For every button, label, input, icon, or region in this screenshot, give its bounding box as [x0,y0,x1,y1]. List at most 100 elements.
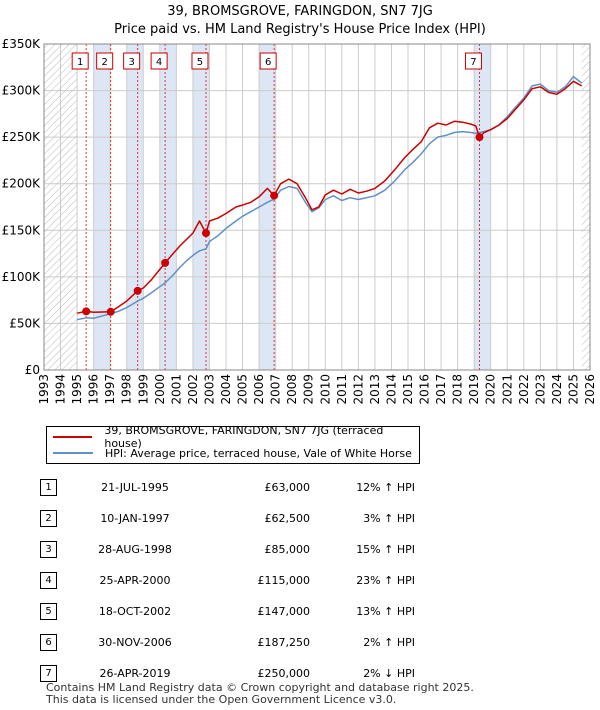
footer-copyright: Contains HM Land Registry data © Crown c… [46,681,474,694]
x-tick-label: 2015 [401,374,415,405]
sale-number-box [191,52,209,70]
sale-number-label: 5 [197,57,203,68]
legend-item-property: 39, BROMSGROVE, FARINGDON, SN7 7JG (terr… [53,424,419,450]
transaction-date: 18-OCT-2002 [98,605,172,618]
x-tick-label: 2019 [467,374,481,405]
transaction-price: £63,000 [264,481,311,494]
x-tick-label: 2013 [368,374,382,405]
series-line-hpi [76,75,583,321]
transaction-hpi-diff: 2% ↑ HPI [363,636,415,649]
transaction-number: 7 [40,665,57,682]
chart-subtitle: Price paid vs. HM Land Registry's House … [114,22,486,37]
sale-point [106,307,115,316]
sale-number-label: 4 [156,57,162,68]
table-row: 4 25-APR-2000 £115,000 23% ↑ HPI [40,565,415,596]
transaction-hpi-diff: 12% ↑ HPI [356,481,415,494]
x-tick-label: 1993 [37,374,51,405]
transaction-price: £250,000 [257,667,311,680]
x-tick-label: 2018 [451,374,465,405]
transaction-date: 10-JAN-1997 [100,512,170,525]
table-row: 1 21-JUL-1995 £63,000 12% ↑ HPI [40,472,415,503]
legend-swatch-hpi [53,452,93,454]
transaction-date: 28-AUG-1998 [98,543,172,556]
highlight-band [192,44,210,370]
x-tick-label: 2016 [418,374,432,405]
x-tick-label: 2006 [252,374,266,405]
transaction-number: 2 [40,510,57,527]
sale-point [133,286,142,295]
sale-number-box [259,52,277,70]
transaction-date: 26-APR-2019 [99,667,171,680]
transaction-hpi-diff: 3% ↑ HPI [363,512,415,525]
highlight-band [159,44,177,370]
x-tick-label: 2020 [484,374,498,405]
x-tick-label: 2008 [285,374,299,405]
transaction-price: £62,500 [264,512,311,525]
transaction-price: £85,000 [264,543,311,556]
transaction-hpi-diff: 15% ↑ HPI [356,543,415,556]
highlight-band [93,44,111,370]
legend-label-property: 39, BROMSGROVE, FARINGDON, SN7 7JG (terr… [104,424,384,450]
x-tick-label: 2002 [186,374,200,405]
footer-notice: Contains HM Land Registry data © Crown c… [46,682,474,706]
x-tick-label: 2005 [236,374,250,405]
x-tick-label: 1999 [136,374,150,405]
y-tick-label: £200K [2,177,42,191]
x-tick-label: 2011 [335,374,349,405]
price-chart: 1 2 3 4 5 6 7 £0 £50K £100K £150K £200K £250K £300K £… [2,37,597,405]
x-tick-label: 2017 [434,374,448,405]
table-row: 3 28-AUG-1998 £85,000 15% ↑ HPI [40,534,415,565]
transaction-number: 1 [40,479,57,496]
table-row: 2 10-JAN-1997 £62,500 3% ↑ HPI [40,503,415,534]
highlight-band [126,44,144,370]
transaction-number: 3 [40,541,57,558]
x-tick-label: 2012 [351,374,365,405]
transaction-price: £147,000 [257,605,311,618]
x-tick-label: 2009 [302,374,316,405]
highlight-band [474,44,491,370]
y-tick-label: £150K [2,223,42,237]
x-tick-label: 2001 [169,374,183,405]
transaction-hpi-diff: 23% ↑ HPI [356,574,415,587]
sale-point [475,133,484,142]
transaction-number: 5 [40,603,57,620]
sale-number-label: 3 [128,57,134,68]
transaction-number: 4 [40,572,57,589]
x-tick-label: 1997 [103,374,117,405]
sale-number-label: 7 [470,57,476,68]
x-tick-label: 2010 [318,374,332,405]
sale-point [270,191,279,200]
transactions-table: 1 21-JUL-1995 £63,000 12% ↑ HPI 2 10-JAN-1997… [40,472,415,689]
x-tick-label: 1994 [54,374,68,405]
y-tick-label: £50K [9,316,41,330]
x-tick-label: 1995 [70,374,84,405]
x-tick-label: 2014 [384,374,398,405]
legend-item-hpi: HPI: Average price, terraced house, Vale… [53,446,412,460]
sale-number-label: 2 [101,57,107,68]
x-tick-label: 2003 [202,374,216,405]
y-tick-label: £350K [2,37,42,51]
x-tick-label: 2026 [583,374,597,405]
sale-number-label: 6 [265,57,271,68]
sale-number-box [123,52,141,70]
sale-number-box [71,52,89,70]
x-tick-label: 1998 [120,374,134,405]
x-tick-label: 2004 [219,374,233,405]
transaction-price: £115,000 [257,574,311,587]
transaction-price: £187,250 [257,636,311,649]
sale-point [82,307,91,316]
table-row: 7 26-APR-2019 £250,000 2% ↓ HPI [40,658,415,689]
legend-swatch-property [53,436,93,438]
x-tick-label: 2025 [566,374,580,405]
x-tick-label: 2022 [517,374,531,405]
no-data-hatch-right [581,44,590,370]
x-tick-label: 2007 [269,374,283,405]
y-tick-label: £300K [2,84,42,98]
y-tick-label: £0 [25,363,40,377]
transaction-hpi-diff: 2% ↓ HPI [363,667,415,680]
chart-legend: 39, BROMSGROVE, FARINGDON, SN7 7JG (terr… [46,424,420,464]
sale-number-label: 1 [77,57,83,68]
x-tick-label: 1996 [87,374,101,405]
x-tick-label: 2021 [500,374,514,405]
chart-title-address: 39, BROMSGROVE, FARINGDON, SN7 7JG [167,4,433,19]
